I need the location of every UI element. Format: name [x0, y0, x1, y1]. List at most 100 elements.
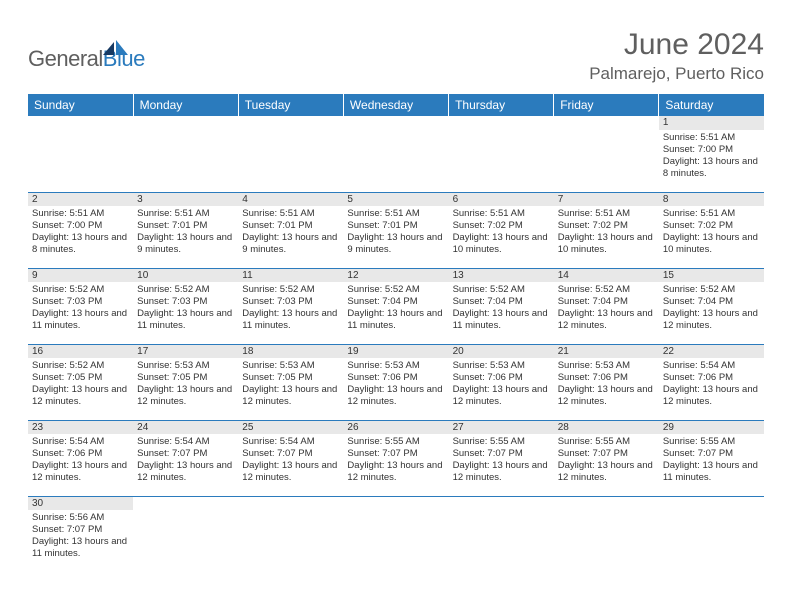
day-content-cell: Sunrise: 5:55 AMSunset: 7:07 PMDaylight:… — [449, 434, 554, 496]
day-content-cell — [133, 510, 238, 572]
day-details: Sunrise: 5:55 AMSunset: 7:07 PMDaylight:… — [453, 436, 550, 484]
day-details: Sunrise: 5:55 AMSunset: 7:07 PMDaylight:… — [663, 436, 760, 484]
day-details: Sunrise: 5:52 AMSunset: 7:04 PMDaylight:… — [453, 284, 550, 332]
day-number-cell: 29 — [659, 420, 764, 434]
day-number-cell: 19 — [343, 344, 448, 358]
day-number-cell — [133, 116, 238, 130]
day-content-cell — [449, 510, 554, 572]
day-content-cell: Sunrise: 5:51 AMSunset: 7:02 PMDaylight:… — [449, 206, 554, 268]
day-content-cell — [133, 130, 238, 192]
title-block: June 2024 Palmarejo, Puerto Rico — [589, 28, 764, 84]
day-content-cell: Sunrise: 5:55 AMSunset: 7:07 PMDaylight:… — [554, 434, 659, 496]
day-number-cell: 9 — [28, 268, 133, 282]
day-content-cell: Sunrise: 5:52 AMSunset: 7:04 PMDaylight:… — [449, 282, 554, 344]
day-details: Sunrise: 5:53 AMSunset: 7:05 PMDaylight:… — [242, 360, 339, 408]
day-content-cell — [343, 510, 448, 572]
day-number-cell — [659, 496, 764, 510]
day-content-cell — [554, 510, 659, 572]
day-details: Sunrise: 5:52 AMSunset: 7:03 PMDaylight:… — [32, 284, 129, 332]
day-number-cell: 24 — [133, 420, 238, 434]
day-content-cell: Sunrise: 5:52 AMSunset: 7:04 PMDaylight:… — [659, 282, 764, 344]
day-details: Sunrise: 5:51 AMSunset: 7:02 PMDaylight:… — [453, 208, 550, 256]
day-number-cell: 8 — [659, 192, 764, 206]
day-content-cell: Sunrise: 5:53 AMSunset: 7:05 PMDaylight:… — [133, 358, 238, 420]
day-content-cell — [28, 130, 133, 192]
day-content-cell: Sunrise: 5:52 AMSunset: 7:04 PMDaylight:… — [343, 282, 448, 344]
day-content-cell — [343, 130, 448, 192]
day-details: Sunrise: 5:51 AMSunset: 7:01 PMDaylight:… — [347, 208, 444, 256]
day-details: Sunrise: 5:56 AMSunset: 7:07 PMDaylight:… — [32, 512, 129, 560]
day-content-cell: Sunrise: 5:51 AMSunset: 7:01 PMDaylight:… — [133, 206, 238, 268]
day-number-cell: 26 — [343, 420, 448, 434]
day-details: Sunrise: 5:54 AMSunset: 7:07 PMDaylight:… — [137, 436, 234, 484]
day-details: Sunrise: 5:55 AMSunset: 7:07 PMDaylight:… — [347, 436, 444, 484]
header: GeneralBlue June 2024 Palmarejo, Puerto … — [28, 28, 764, 84]
day-content-cell — [238, 130, 343, 192]
day-number-cell: 1 — [659, 116, 764, 130]
day-number-cell: 28 — [554, 420, 659, 434]
calendar-header-row: SundayMondayTuesdayWednesdayThursdayFrid… — [28, 94, 764, 116]
day-details: Sunrise: 5:51 AMSunset: 7:01 PMDaylight:… — [137, 208, 234, 256]
month-title: June 2024 — [589, 28, 764, 62]
day-details: Sunrise: 5:52 AMSunset: 7:04 PMDaylight:… — [558, 284, 655, 332]
day-details: Sunrise: 5:53 AMSunset: 7:06 PMDaylight:… — [453, 360, 550, 408]
day-number-cell: 30 — [28, 496, 133, 510]
day-number-cell: 18 — [238, 344, 343, 358]
day-number-cell: 12 — [343, 268, 448, 282]
day-number-cell: 21 — [554, 344, 659, 358]
day-content-cell: Sunrise: 5:54 AMSunset: 7:06 PMDaylight:… — [28, 434, 133, 496]
day-number-cell: 14 — [554, 268, 659, 282]
weekday-header: Thursday — [449, 94, 554, 116]
day-content-cell: Sunrise: 5:52 AMSunset: 7:03 PMDaylight:… — [133, 282, 238, 344]
day-content-cell: Sunrise: 5:51 AMSunset: 7:02 PMDaylight:… — [659, 206, 764, 268]
day-number-cell: 20 — [449, 344, 554, 358]
weekday-header: Sunday — [28, 94, 133, 116]
day-number-cell — [554, 116, 659, 130]
day-content-cell: Sunrise: 5:53 AMSunset: 7:05 PMDaylight:… — [238, 358, 343, 420]
day-details: Sunrise: 5:54 AMSunset: 7:07 PMDaylight:… — [242, 436, 339, 484]
calendar-body: 1Sunrise: 5:51 AMSunset: 7:00 PMDaylight… — [28, 116, 764, 572]
location: Palmarejo, Puerto Rico — [589, 64, 764, 84]
day-number-cell — [238, 496, 343, 510]
day-number-cell — [343, 116, 448, 130]
day-number-cell: 4 — [238, 192, 343, 206]
day-content-cell: Sunrise: 5:52 AMSunset: 7:03 PMDaylight:… — [238, 282, 343, 344]
day-content-cell: Sunrise: 5:51 AMSunset: 7:02 PMDaylight:… — [554, 206, 659, 268]
day-details: Sunrise: 5:54 AMSunset: 7:06 PMDaylight:… — [32, 436, 129, 484]
day-number-cell: 15 — [659, 268, 764, 282]
day-number-cell — [238, 116, 343, 130]
day-content-cell: Sunrise: 5:54 AMSunset: 7:07 PMDaylight:… — [133, 434, 238, 496]
day-content-cell: Sunrise: 5:55 AMSunset: 7:07 PMDaylight:… — [659, 434, 764, 496]
day-details: Sunrise: 5:51 AMSunset: 7:02 PMDaylight:… — [558, 208, 655, 256]
day-content-cell: Sunrise: 5:53 AMSunset: 7:06 PMDaylight:… — [554, 358, 659, 420]
day-number-cell: 23 — [28, 420, 133, 434]
brand-logo: GeneralBlue — [28, 46, 145, 72]
day-content-cell: Sunrise: 5:54 AMSunset: 7:07 PMDaylight:… — [238, 434, 343, 496]
day-content-cell: Sunrise: 5:51 AMSunset: 7:00 PMDaylight:… — [659, 130, 764, 192]
day-details: Sunrise: 5:54 AMSunset: 7:06 PMDaylight:… — [663, 360, 760, 408]
day-details: Sunrise: 5:52 AMSunset: 7:04 PMDaylight:… — [663, 284, 760, 332]
weekday-header: Wednesday — [343, 94, 448, 116]
day-details: Sunrise: 5:51 AMSunset: 7:02 PMDaylight:… — [663, 208, 760, 256]
day-number-cell — [449, 496, 554, 510]
day-content-cell — [659, 510, 764, 572]
day-number-cell: 3 — [133, 192, 238, 206]
day-content-cell: Sunrise: 5:52 AMSunset: 7:03 PMDaylight:… — [28, 282, 133, 344]
day-details: Sunrise: 5:53 AMSunset: 7:05 PMDaylight:… — [137, 360, 234, 408]
day-details: Sunrise: 5:51 AMSunset: 7:01 PMDaylight:… — [242, 208, 339, 256]
day-content-cell: Sunrise: 5:54 AMSunset: 7:06 PMDaylight:… — [659, 358, 764, 420]
day-content-cell — [449, 130, 554, 192]
day-number-cell: 17 — [133, 344, 238, 358]
day-number-cell — [133, 496, 238, 510]
brand-word1: General — [28, 46, 103, 71]
day-content-cell — [554, 130, 659, 192]
day-number-cell: 27 — [449, 420, 554, 434]
day-details: Sunrise: 5:53 AMSunset: 7:06 PMDaylight:… — [558, 360, 655, 408]
day-number-cell: 16 — [28, 344, 133, 358]
day-number-cell: 5 — [343, 192, 448, 206]
day-details: Sunrise: 5:52 AMSunset: 7:03 PMDaylight:… — [137, 284, 234, 332]
day-number-cell: 11 — [238, 268, 343, 282]
day-number-cell: 6 — [449, 192, 554, 206]
weekday-header: Saturday — [659, 94, 764, 116]
day-content-cell: Sunrise: 5:52 AMSunset: 7:05 PMDaylight:… — [28, 358, 133, 420]
